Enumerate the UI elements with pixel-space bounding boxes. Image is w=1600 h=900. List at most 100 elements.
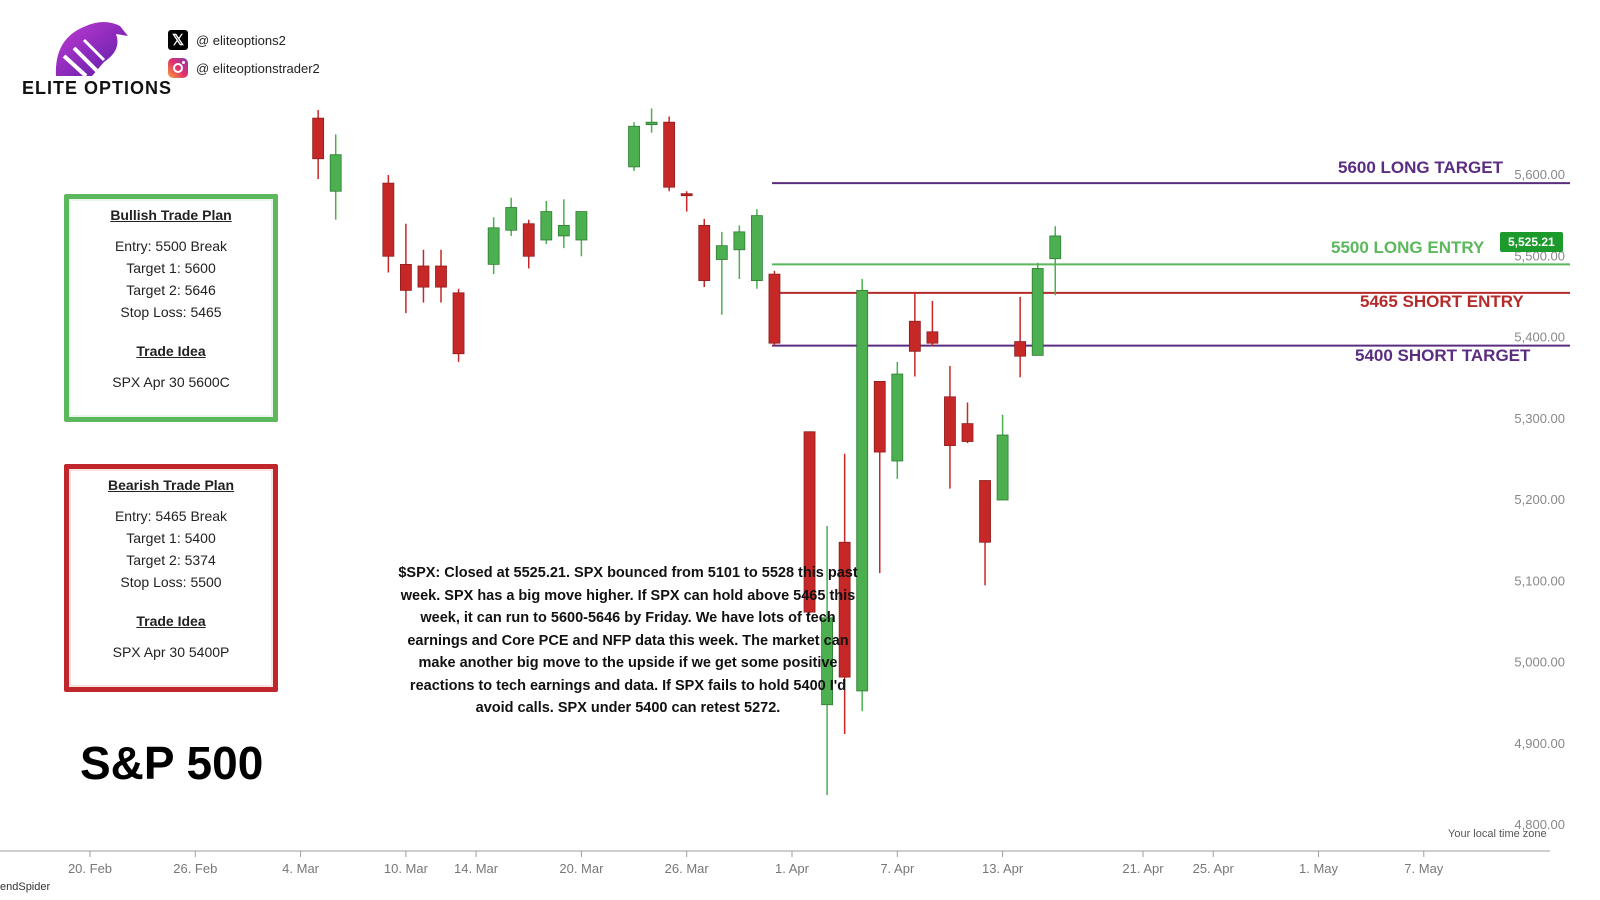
x-tick-label: 1. Apr <box>775 861 810 876</box>
candle <box>557 199 570 249</box>
candle <box>382 175 395 273</box>
candle-body <box>540 211 553 241</box>
bullish-target-1: Target 1: 5600 <box>126 260 216 276</box>
eagle-logo-icon <box>55 22 128 78</box>
candle-body <box>751 215 763 282</box>
candle <box>856 279 869 712</box>
candle <box>540 201 553 245</box>
x-tick-label: 26. Mar <box>665 861 710 876</box>
x-tick-label: 7. May <box>1404 861 1444 876</box>
candle-body <box>961 423 974 442</box>
candle-body <box>821 617 833 706</box>
candle <box>1031 262 1044 356</box>
candle-body <box>505 207 518 231</box>
candle-body <box>487 227 500 265</box>
bullish-trade-idea: SPX Apr 30 5600C <box>112 374 230 390</box>
candle-body <box>628 125 640 168</box>
x-tick-label: 4. Mar <box>282 861 320 876</box>
candle-body <box>996 434 1009 501</box>
x-tick-label: 25. Apr <box>1193 861 1235 876</box>
bearish-target-2: Target 2: 5374 <box>126 552 216 568</box>
candle-body <box>733 231 746 251</box>
bullish-trade-plan: Bullish Trade Plan Entry: 5500 Break Tar… <box>64 194 278 422</box>
candle-body <box>680 193 693 197</box>
brand-name: ELITE OPTIONS <box>22 78 173 98</box>
level-label-long-target: 5600 LONG TARGET <box>1338 158 1503 177</box>
x-tick-label: 20. Mar <box>559 861 604 876</box>
candle-body <box>1049 235 1062 260</box>
ticker-name: S&P 500 <box>80 737 264 789</box>
bearish-stop-loss: Stop Loss: 5500 <box>120 574 222 590</box>
y-tick-label: 5,300.00 <box>1514 411 1565 426</box>
source-watermark: endSpider <box>0 881 51 893</box>
x-handle: @ eliteoptions2 <box>196 32 286 48</box>
candle <box>399 223 412 314</box>
y-tick-label: 4,900.00 <box>1514 736 1565 751</box>
bullish-target-2: Target 2: 5646 <box>126 282 216 298</box>
candle <box>979 480 991 586</box>
candle-body <box>803 431 816 613</box>
candle-body <box>873 380 886 453</box>
candle <box>452 288 465 362</box>
candle <box>487 217 500 275</box>
bearish-entry: Entry: 5465 Break <box>114 508 228 524</box>
candle <box>768 270 781 346</box>
bullish-stop-loss: Stop Loss: 5465 <box>120 304 222 320</box>
level-label-short-target: 5400 SHORT TARGET <box>1355 346 1531 365</box>
candle-body <box>417 265 430 288</box>
bearish-trade-idea: SPX Apr 30 5400P <box>112 644 230 660</box>
candle <box>715 231 728 315</box>
candle-body <box>575 211 588 241</box>
candle-body <box>926 331 939 344</box>
candle-body <box>329 154 342 192</box>
x-tick-label: 1. May <box>1299 861 1339 876</box>
level-label-long-entry: 5500 LONG ENTRY <box>1331 238 1485 257</box>
candle-body <box>522 223 535 257</box>
x-logo-icon: 𝕏 <box>168 30 188 50</box>
market-commentary: $SPX: Closed at 5525.21. SPX bounced fro… <box>398 565 858 716</box>
candle-body <box>452 292 465 355</box>
social-x[interactable]: 𝕏 @ eliteoptions2 <box>168 30 286 50</box>
bearish-target-1: Target 1: 5400 <box>126 530 216 546</box>
bearish-trade-plan: Bearish Trade Plan Entry: 5465 Break Tar… <box>64 464 278 692</box>
candle <box>575 211 588 257</box>
social-instagram[interactable]: @ eliteoptionstrader2 <box>168 58 320 78</box>
last-price-tag: 5,525.21 <box>1500 232 1563 252</box>
bullish-entry: Entry: 5500 Break <box>114 238 228 254</box>
candle-body <box>856 289 869 692</box>
bullish-plan-title: Bullish Trade Plan <box>110 207 232 223</box>
bearish-idea-title: Trade Idea <box>136 613 206 629</box>
candle-body <box>645 121 658 126</box>
y-tick-label: 5,400.00 <box>1514 330 1565 345</box>
y-tick-label: 5,600.00 <box>1514 167 1565 182</box>
x-tick-label: 20. Feb <box>68 861 112 876</box>
candle <box>873 380 886 574</box>
candle <box>961 402 974 444</box>
bullish-idea-title: Trade Idea <box>136 343 206 359</box>
candle-body <box>715 245 728 260</box>
candle <box>522 219 535 269</box>
candle <box>417 249 430 303</box>
x-tick-label: 10. Mar <box>384 861 429 876</box>
candle-body <box>382 182 395 257</box>
candle <box>996 414 1009 501</box>
candle-body <box>944 396 956 446</box>
x-tick-label: 26. Feb <box>173 861 217 876</box>
candle <box>1014 296 1027 378</box>
candle <box>628 122 640 171</box>
x-tick-label: 7. Apr <box>880 861 915 876</box>
candle <box>505 197 518 236</box>
candle-body <box>399 263 412 291</box>
candle-body <box>312 117 325 160</box>
candle <box>698 218 711 288</box>
candle-body <box>663 121 676 188</box>
candle <box>908 292 921 377</box>
candle <box>1049 226 1062 296</box>
candle-body <box>557 224 570 237</box>
bearish-plan-title: Bearish Trade Plan <box>107 477 235 493</box>
y-tick-label: 5,000.00 <box>1514 655 1565 670</box>
instagram-handle: @ eliteoptionstrader2 <box>196 60 320 76</box>
candle <box>803 431 816 614</box>
x-tick-label: 14. Mar <box>454 861 499 876</box>
